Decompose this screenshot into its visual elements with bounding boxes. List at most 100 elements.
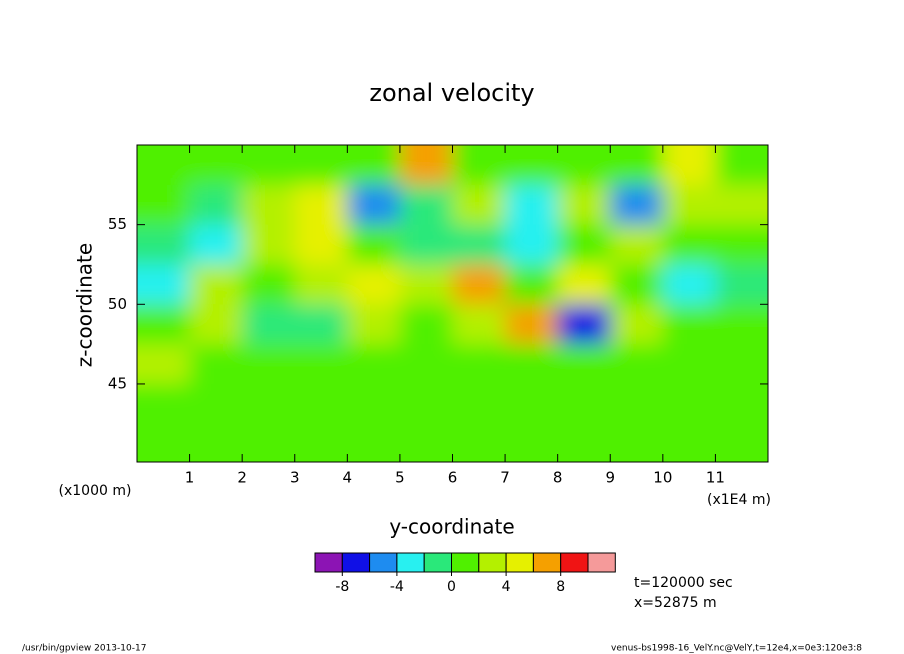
contour-cell (505, 184, 559, 226)
contour-cell (189, 145, 243, 186)
contour-cell (505, 383, 559, 425)
contour-cell (189, 423, 243, 462)
contour-cell (294, 145, 348, 186)
colorbar-box (505, 552, 534, 573)
contour-cell (715, 304, 768, 345)
colorbar-box (478, 552, 507, 573)
contour-cell (610, 224, 664, 265)
colorbar-box (560, 552, 589, 573)
contour-cell (242, 304, 296, 345)
colorbar-box (423, 552, 453, 573)
x-tick-label: 3 (290, 469, 300, 487)
contour-cell (662, 184, 716, 226)
contour-cell (715, 184, 768, 226)
contour-cell (610, 383, 664, 425)
contour-cell (347, 224, 401, 265)
contour-cell (137, 224, 191, 265)
contour-cell (399, 423, 453, 462)
contour-cell (452, 184, 506, 226)
contour-cell (610, 304, 664, 345)
y-tick-label: 45 (108, 374, 127, 392)
contour-cell (189, 264, 243, 305)
x-tick-label: 2 (237, 469, 247, 487)
contour-cell (452, 304, 506, 345)
contour-cell (662, 344, 716, 385)
colorbar-box (369, 552, 398, 573)
x-tick-label: 7 (500, 469, 510, 487)
contour-cell (662, 145, 716, 186)
contour-cell (137, 145, 191, 186)
contour-cell (505, 145, 559, 186)
contour-cell (715, 383, 768, 425)
colorbar-box (341, 552, 371, 573)
contour-cell (347, 184, 401, 226)
x-axis-label: y-coordinate (389, 515, 514, 539)
contour-cell (505, 264, 559, 305)
colorbar-box (396, 552, 425, 573)
contour-cell (189, 184, 243, 226)
y-tick-label: 55 (108, 215, 127, 233)
contour-cell (242, 264, 296, 305)
contour-cell (452, 145, 506, 186)
colorbar-box (587, 552, 616, 573)
contour-cell (452, 423, 506, 462)
colorbar-box (451, 552, 480, 573)
contour-cell (715, 344, 768, 385)
contour-cell (242, 344, 296, 385)
contour-cell (137, 304, 191, 345)
contour-cell (505, 344, 559, 385)
contour-cell (137, 423, 191, 462)
contour-cell (294, 423, 348, 462)
colorbar-tick-label: -4 (390, 579, 404, 595)
contour-cell (294, 224, 348, 265)
contour-cell (557, 304, 611, 345)
contour-cell (347, 304, 401, 345)
contour-cell (610, 264, 664, 305)
contour-cell (557, 264, 611, 305)
contour-cell (452, 344, 506, 385)
contour-cell (452, 264, 506, 305)
contour-cell (399, 304, 453, 345)
contour-cell (557, 383, 611, 425)
annotation: x=52875 m (634, 595, 717, 611)
contour-cell (610, 184, 664, 226)
contour-cell (399, 145, 453, 186)
contour-cell (294, 304, 348, 345)
contour-cell (347, 264, 401, 305)
x-tick-label: 10 (653, 469, 672, 487)
contour-cell (452, 224, 506, 265)
contour-cell (347, 344, 401, 385)
y-unit: (x1000 m) (59, 483, 132, 499)
contour-cell (610, 344, 664, 385)
y-axis-label: z-coordinate (73, 243, 97, 367)
contour-cell (505, 304, 559, 345)
contour-cell (137, 344, 191, 385)
contour-cell (557, 145, 611, 186)
contour-cell (715, 224, 768, 265)
contour-cell (662, 224, 716, 265)
colorbar-tick-label: 8 (556, 579, 565, 595)
colorbar-box (532, 552, 562, 573)
contour-cell (399, 264, 453, 305)
contour-cell (294, 383, 348, 425)
contour-cell (505, 224, 559, 265)
contour-cell (137, 383, 191, 425)
x-tick-label: 5 (395, 469, 405, 487)
contour-cell (662, 264, 716, 305)
contour-cell (137, 184, 191, 226)
footer-right: venus-bs1998-16_VelY.nc@VelY,t=12e4,x=0e… (611, 644, 862, 654)
contour-cell (242, 423, 296, 462)
contour-cell (452, 383, 506, 425)
contour-cell (557, 423, 611, 462)
contour-cell (294, 264, 348, 305)
contour-cell (610, 423, 664, 462)
contour-cell (137, 264, 191, 305)
annotation: t=120000 sec (634, 575, 733, 591)
x-tick-label: 11 (706, 469, 725, 487)
contour-cell (189, 304, 243, 345)
contour-cell (189, 383, 243, 425)
contour-cell (715, 145, 768, 186)
contour-cell (557, 184, 611, 226)
x-tick-label: 8 (553, 469, 563, 487)
colorbar-tick-label: -8 (335, 579, 349, 595)
